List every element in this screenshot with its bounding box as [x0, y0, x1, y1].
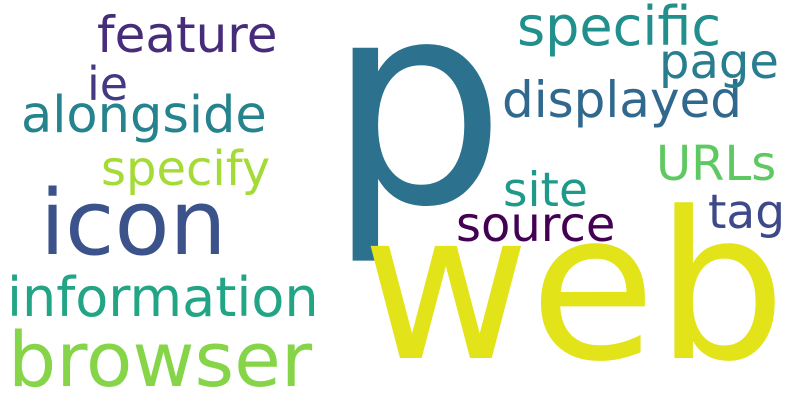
word-browser: browser	[8, 315, 313, 400]
word-icon: icon	[40, 171, 227, 276]
word-feature: feature	[97, 6, 278, 64]
word-urls: URLs	[656, 136, 777, 192]
word-alongside: alongside	[21, 86, 267, 145]
word-p: p	[327, 0, 507, 269]
word-tag: tag	[708, 185, 786, 240]
word-source: source	[456, 197, 616, 253]
word-displayed: displayed	[502, 71, 743, 129]
word-specific: specific	[517, 0, 722, 58]
word-ie: ie	[87, 57, 129, 111]
word-information: information	[7, 266, 319, 329]
word-site: site	[503, 163, 588, 218]
word-page: page	[659, 34, 779, 90]
word-web: web	[362, 169, 786, 400]
word-specify: specify	[101, 141, 271, 197]
